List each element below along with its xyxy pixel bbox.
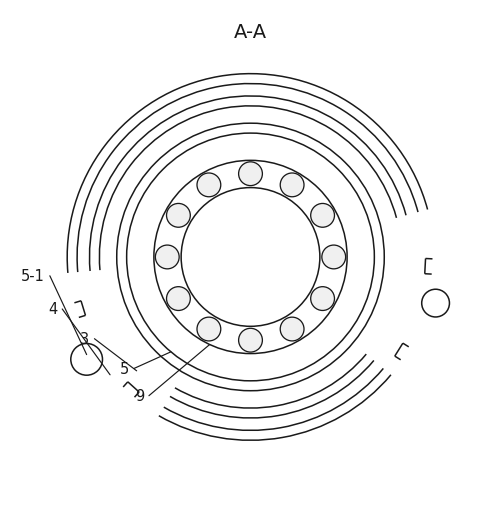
Circle shape [311,287,335,311]
Text: 4: 4 [48,302,57,317]
Circle shape [197,174,221,197]
Circle shape [280,318,304,341]
Circle shape [166,287,190,311]
Circle shape [166,204,190,228]
Circle shape [322,245,346,269]
Text: 5-1: 5-1 [21,269,45,284]
Text: 3: 3 [80,332,90,346]
Circle shape [155,245,179,269]
Circle shape [280,174,304,197]
Text: 9: 9 [135,388,144,403]
Text: 5: 5 [120,361,129,376]
Circle shape [311,204,335,228]
Circle shape [238,163,263,186]
Text: A-A: A-A [234,23,267,42]
Circle shape [238,329,263,352]
Circle shape [197,318,221,341]
